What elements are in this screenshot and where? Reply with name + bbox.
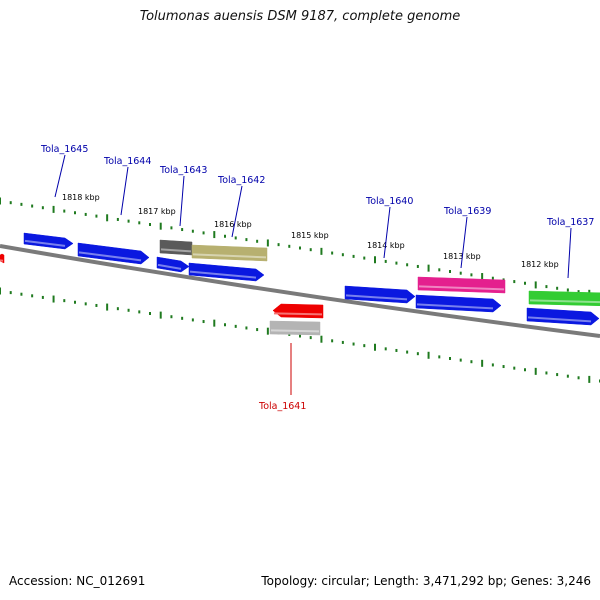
gene-highlight bbox=[273, 312, 323, 316]
gene-label: Tola_1637 bbox=[546, 217, 594, 228]
gene-highlight bbox=[157, 263, 182, 270]
gene-olive-arrow bbox=[191, 244, 268, 262]
gene-label: Tola_1645 bbox=[40, 144, 88, 155]
gene-red-arrow bbox=[272, 303, 324, 319]
gene-highlight bbox=[192, 253, 267, 259]
gene-highlight bbox=[24, 239, 66, 247]
gene-label: Tola_1644 bbox=[103, 156, 151, 167]
gene-label: Tola_1642 bbox=[217, 175, 265, 186]
gene-highlight bbox=[529, 299, 600, 304]
kbp-label: 1816 kbp bbox=[214, 220, 252, 229]
kbp-label: 1815 kbp bbox=[291, 231, 329, 240]
gene-blue-arrow bbox=[526, 307, 600, 326]
gene-label-leader-line bbox=[54, 154, 66, 198]
gene-label: Tola_1643 bbox=[159, 165, 207, 176]
gene-label: Tola_1641 bbox=[258, 401, 306, 412]
gene-highlight bbox=[416, 303, 494, 310]
gene-blue-arrow bbox=[344, 285, 416, 304]
gene-highlight bbox=[160, 248, 192, 253]
gene-highlight bbox=[345, 294, 408, 301]
gene-blue-arrow bbox=[415, 294, 502, 313]
gene-highlight bbox=[418, 285, 505, 291]
gene-label: Tola_1639 bbox=[443, 206, 491, 217]
map-title: Tolumonas auensis DSM 9187, complete gen… bbox=[139, 9, 461, 24]
gene-label-leader-line bbox=[383, 206, 391, 259]
gene-lightgray-arrow bbox=[269, 320, 321, 336]
kbp-label: 1817 kbp bbox=[138, 207, 176, 216]
gene-green-arrow bbox=[528, 290, 600, 307]
gene-label: Tola_1640 bbox=[365, 196, 413, 207]
gene-highlight bbox=[0, 259, 4, 262]
gene-blue-arrow bbox=[156, 256, 190, 273]
kbp-label: 1818 kbp bbox=[62, 193, 100, 202]
kbp-label: 1812 kbp bbox=[521, 260, 559, 269]
gene-label-leader-line bbox=[460, 216, 468, 269]
gene-magenta-arrow bbox=[417, 276, 506, 294]
gene-label-leader-line bbox=[179, 175, 185, 227]
gene-gray-arrow bbox=[159, 239, 193, 256]
gene-label-leader-line bbox=[567, 227, 572, 279]
gene-highlight bbox=[78, 251, 142, 262]
genome-backbone bbox=[0, 244, 600, 338]
gene-highlight bbox=[270, 329, 320, 333]
gene-label-leader-line bbox=[231, 185, 243, 238]
gene-red-arrow bbox=[0, 253, 5, 264]
gene-label-leader-line bbox=[120, 166, 129, 216]
gene-highlight bbox=[189, 270, 257, 279]
gene-highlight bbox=[527, 316, 592, 323]
accession-text: Accession: NC_012691 bbox=[9, 574, 146, 588]
genome-summary-text: Topology: circular; Length: 3,471,292 bp… bbox=[261, 574, 591, 588]
